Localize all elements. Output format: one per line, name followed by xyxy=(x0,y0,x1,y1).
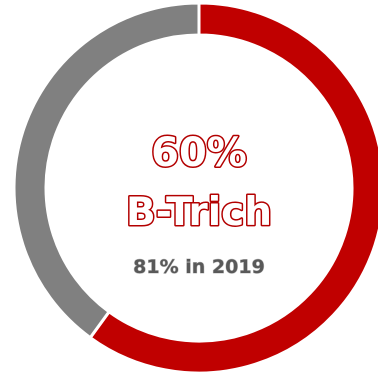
donut-slice-1 xyxy=(88,1,378,375)
center-percent-label: 60% xyxy=(151,130,247,176)
center-comparison-label: 81% in 2019 xyxy=(133,256,265,278)
donut-slices xyxy=(12,1,378,375)
donut-slice-2 xyxy=(12,1,201,340)
center-name-label: B-Trich xyxy=(126,190,272,235)
